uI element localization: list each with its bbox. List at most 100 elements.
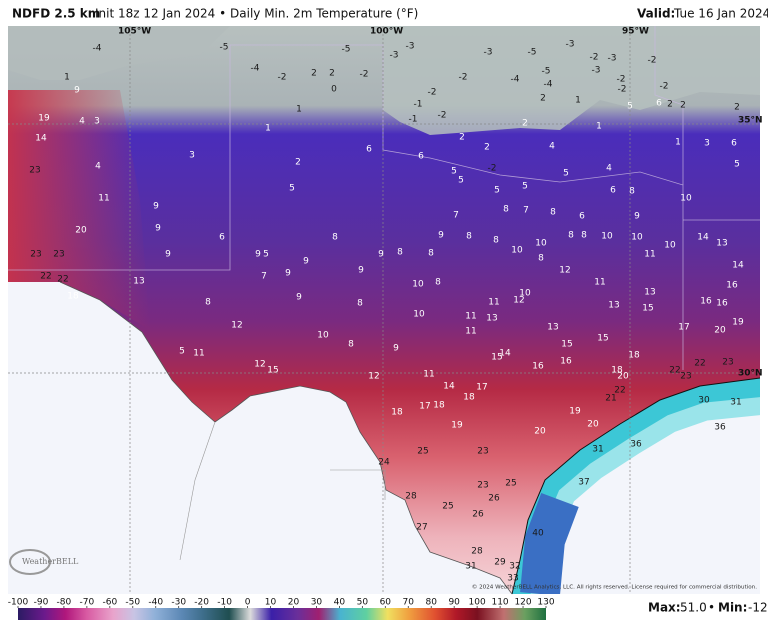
temperature-label: 10 (413, 310, 425, 320)
temperature-label: 23 (477, 447, 488, 457)
longitude-label: 100°W (370, 27, 403, 37)
temperature-label: 22 (57, 275, 68, 285)
model-name: NDFD 2.5 km (12, 7, 100, 21)
temperature-label: 1 (675, 138, 681, 148)
temperature-label: 5 (734, 160, 740, 170)
temperature-label: 9 (634, 212, 640, 222)
temperature-label: 6 (731, 139, 737, 149)
temperature-label: 29 (494, 558, 506, 568)
temperature-label: 26 (488, 494, 500, 504)
temperature-label: 12 (368, 372, 379, 382)
temperature-label: 17 (678, 323, 689, 333)
temperature-label: 3 (189, 151, 195, 161)
temperature-label: 8 (428, 249, 434, 259)
temperature-label: 19 (38, 114, 50, 124)
temperature-label: -5 (220, 43, 229, 53)
temperature-label: 2 (459, 133, 465, 143)
temperature-label: 7 (523, 206, 529, 216)
temperature-label: 11 (465, 327, 476, 337)
temperature-label: 11 (644, 250, 655, 260)
temperature-label: 20 (617, 372, 629, 382)
temperature-label: -3 (484, 48, 493, 58)
temperature-label: 23 (53, 250, 64, 260)
temperature-label: 11 (423, 370, 434, 380)
colorbar-tick-label: 130 (537, 598, 554, 608)
temperature-label: 8 (503, 205, 509, 215)
temperature-label: 22 (614, 386, 625, 396)
temperature-label: 8 (205, 298, 211, 308)
temperature-label: 37 (578, 478, 589, 488)
north-cold-west (8, 26, 230, 80)
temperature-label: 19 (569, 407, 581, 417)
copyright: © 2024 WeatherBELL Analytics, LLC. All r… (472, 584, 757, 591)
max-value: 51.0 (680, 601, 707, 615)
us-land (8, 26, 760, 594)
temperature-label: 16 (560, 357, 572, 367)
temperature-label: 13 (716, 239, 727, 249)
colorbar-tick-label: 110 (491, 598, 508, 608)
temperature-label: 8 (435, 278, 441, 288)
temperature-label: 24 (378, 458, 390, 468)
temperature-label: 13 (133, 277, 144, 287)
temperature-label: -5 (528, 48, 537, 58)
temperature-label: 8 (493, 236, 499, 246)
temperature-label: -2 (428, 88, 437, 98)
max-label: Max: (648, 601, 681, 615)
temperature-label: 23 (30, 250, 41, 260)
temperature-label: -1 (414, 100, 423, 110)
temperature-label: 22 (669, 366, 680, 376)
colorbar-tick-label: -40 (148, 598, 163, 608)
temperature-label: 36 (630, 440, 642, 450)
colorbar-tick-label: -10 (217, 598, 232, 608)
temperature-label: 20 (534, 427, 546, 437)
temperature-label: 22 (694, 359, 705, 369)
temperature-label: 15 (597, 334, 608, 344)
temperature-label: 8 (348, 340, 354, 350)
temperature-label: 18 (67, 292, 79, 302)
colorbar-tick-label: -20 (194, 598, 209, 608)
longitude-label: 105°W (118, 27, 151, 37)
latitude-label: 30°N (738, 369, 763, 379)
temperature-label: -3 (566, 40, 575, 50)
temperature-label: -2 (459, 73, 468, 83)
temperature-label: 1 (64, 73, 70, 83)
temperature-label: 9 (155, 224, 161, 234)
colorbar-tick-label: -60 (102, 598, 117, 608)
temperature-label: 4 (95, 162, 101, 172)
temperature-label: -1 (409, 115, 418, 125)
temperature-label: 2 (522, 119, 528, 129)
temperature-label: 2 (329, 69, 335, 79)
temperature-label: -4 (511, 75, 520, 85)
valid-label: Valid: (637, 7, 675, 21)
temperature-label: -4 (544, 80, 553, 90)
temperature-label: -2 (617, 75, 626, 85)
temperature-label: 9 (438, 231, 444, 241)
temperature-label: 28 (405, 492, 417, 502)
temperature-label: 14 (499, 349, 511, 359)
temperature-label: 5 (451, 167, 457, 177)
temperature-label: -3 (608, 54, 617, 64)
colorbar-tick-label: 0 (245, 598, 251, 608)
colorbar-tick-label: -50 (125, 598, 140, 608)
temperature-label: -2 (438, 111, 447, 121)
temperature-label: 14 (732, 261, 744, 271)
colorbar-tick-label: -80 (57, 598, 72, 608)
temperature-label: 2 (295, 158, 301, 168)
temperature-label: -3 (406, 42, 415, 52)
temperature-label: 15 (561, 340, 572, 350)
temperature-label: 8 (568, 231, 574, 241)
temperature-label: 1 (296, 105, 302, 115)
temperature-label: 9 (303, 257, 309, 267)
temperature-label: 14 (443, 382, 455, 392)
temperature-label: 9 (165, 250, 171, 260)
temperature-label: 10 (680, 194, 692, 204)
temperature-label: 13 (486, 314, 497, 324)
temperature-label: 25 (417, 447, 428, 457)
temperature-label: 20 (714, 326, 726, 336)
temperature-label: 40 (532, 529, 544, 539)
separator: • (708, 601, 715, 615)
temperature-label: 11 (594, 278, 605, 288)
temperature-label: 25 (505, 479, 516, 489)
colorbar-tick-label: 10 (265, 598, 277, 608)
